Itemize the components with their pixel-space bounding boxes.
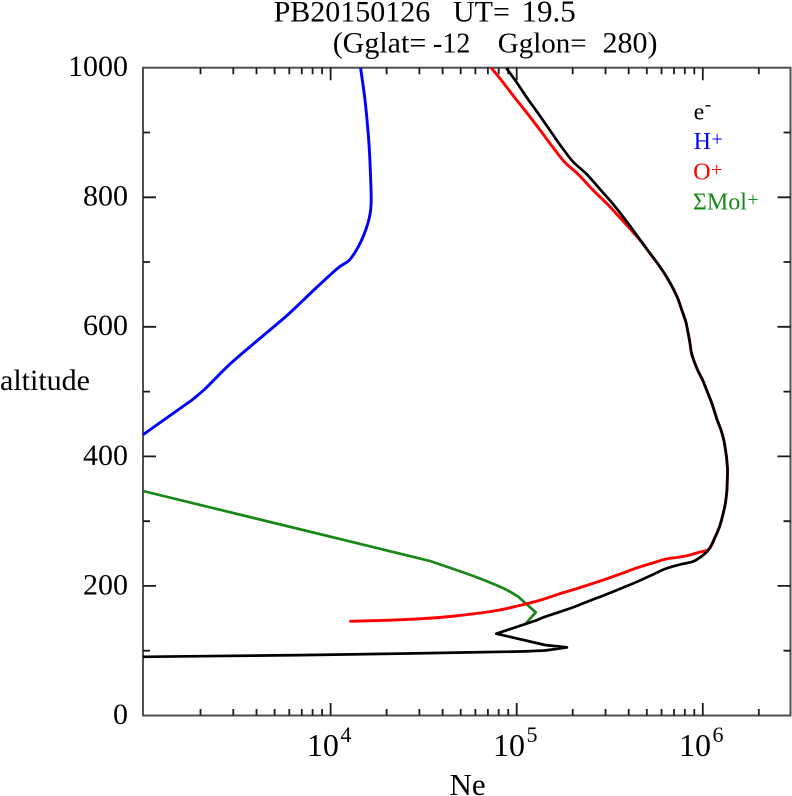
- svg-text:-12: -12: [433, 29, 470, 60]
- svg-text:280): 280): [603, 27, 658, 60]
- svg-text:19.5: 19.5: [522, 0, 576, 29]
- svg-text:400: 400: [83, 439, 128, 472]
- svg-text:PB20150126: PB20150126: [274, 0, 431, 29]
- svg-text:Gglon=: Gglon=: [498, 28, 587, 60]
- svg-text:0: 0: [113, 698, 128, 731]
- svg-text:105: 105: [493, 722, 538, 763]
- svg-text:Ne: Ne: [450, 767, 486, 796]
- svg-text:600: 600: [83, 309, 128, 342]
- svg-text:altitude: altitude: [0, 364, 90, 397]
- svg-text:UT=: UT=: [453, 0, 510, 29]
- svg-text:800: 800: [83, 180, 128, 213]
- svg-text:(Gglat=: (Gglat=: [333, 27, 427, 60]
- svg-text:200: 200: [83, 568, 128, 601]
- svg-text:1000: 1000: [68, 50, 128, 83]
